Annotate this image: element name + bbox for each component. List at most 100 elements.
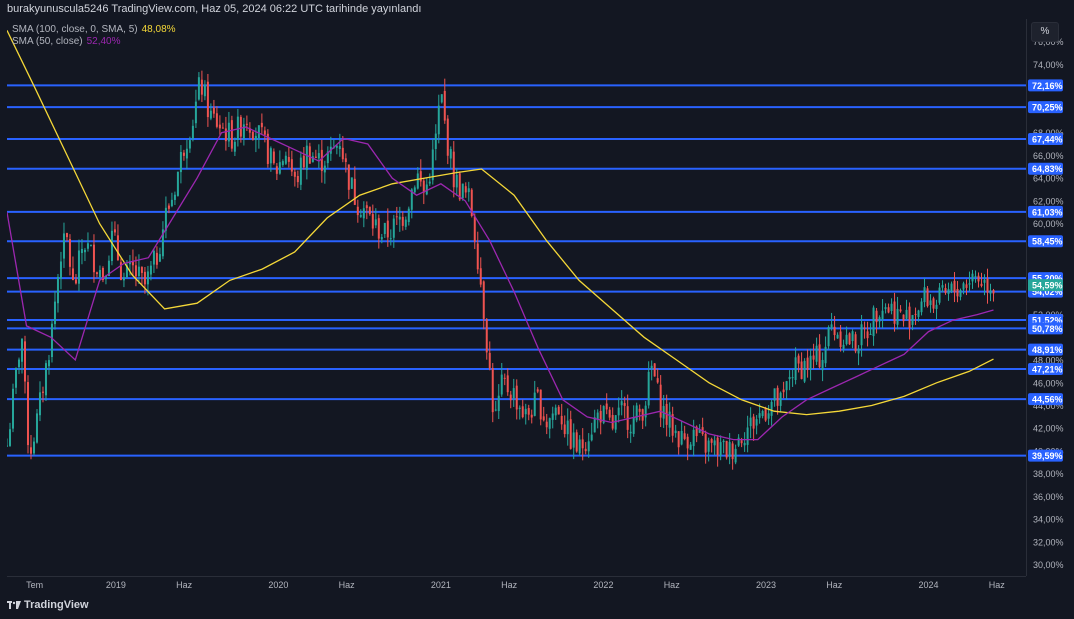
time-tick-label: Haz: [989, 580, 1006, 590]
candle-body: [875, 310, 878, 323]
candle-body: [326, 151, 329, 164]
candle-body: [119, 262, 122, 280]
candle-body: [260, 122, 263, 128]
candle-body: [791, 377, 794, 379]
candle-body: [812, 355, 815, 360]
candle-body: [695, 426, 698, 437]
candle-body: [494, 409, 497, 411]
candle-body: [392, 218, 395, 238]
candle-body: [344, 158, 347, 162]
candle-body: [764, 408, 767, 421]
candle-body: [296, 175, 299, 183]
candle-body: [89, 244, 92, 246]
candle-body: [971, 273, 974, 282]
candle-body: [587, 441, 590, 452]
candle-body: [239, 116, 242, 137]
candle-body: [851, 331, 854, 342]
candle-body: [893, 301, 896, 324]
candlestick-chart[interactable]: [6, 19, 1026, 576]
candle-body: [194, 101, 197, 124]
tradingview-footer[interactable]: TradingView: [7, 599, 89, 611]
level-label-badge: [1028, 79, 1063, 92]
candle-body: [929, 300, 932, 306]
candle-body: [845, 334, 848, 345]
candle-body: [188, 140, 191, 149]
candle-body: [461, 183, 464, 199]
candle-body: [350, 177, 353, 189]
candle-body: [473, 216, 476, 242]
candle-body: [176, 171, 179, 196]
candle-body: [95, 272, 98, 275]
time-tick-label: Haz: [826, 580, 843, 590]
candle-body: [983, 279, 986, 283]
candle-body: [434, 133, 437, 150]
candle-body: [143, 271, 146, 285]
candle-body: [269, 148, 272, 164]
candle-body: [917, 310, 920, 317]
price-tick-label: 42,00%: [1033, 424, 1064, 434]
candle-body: [518, 407, 521, 410]
level-label: 55,20%: [1032, 274, 1063, 284]
candle-body: [275, 166, 278, 174]
candle-body: [146, 271, 149, 285]
candle-body: [314, 156, 317, 158]
candle-body: [134, 265, 137, 277]
price-tick-label: 32,00%: [1033, 537, 1064, 547]
candle-body: [578, 439, 581, 454]
candle-body: [161, 229, 164, 257]
candle-body: [902, 314, 905, 322]
percent-scale-button[interactable]: %: [1031, 22, 1059, 42]
time-tick-label: 2023: [756, 580, 776, 590]
candle-body: [101, 267, 104, 281]
candle-body: [485, 319, 488, 353]
chart-plot-area[interactable]: [6, 19, 1026, 576]
candle-body: [803, 360, 806, 382]
candle-body: [14, 368, 17, 388]
candle-body: [890, 303, 893, 312]
candle-body: [629, 431, 632, 434]
candle-body: [839, 331, 842, 347]
level-label-badge: [1028, 133, 1063, 146]
candle-body: [884, 307, 887, 310]
candle-body: [689, 444, 692, 450]
candle-body: [809, 355, 812, 369]
candle-body: [317, 153, 320, 159]
candle-body: [416, 173, 419, 189]
sma50-line[interactable]: [6, 126, 994, 441]
candle-body: [941, 285, 944, 288]
candle-body: [20, 338, 23, 362]
candle-body: [128, 261, 131, 265]
candle-body: [536, 389, 539, 392]
time-axis[interactable]: Tem 2019 Haz 2020 Haz 2021 Haz 2022 Haz 2023 Haz 20…: [7, 577, 1026, 593]
candle-body: [272, 151, 275, 164]
candle-body: [155, 252, 158, 265]
candle-body: [248, 128, 251, 133]
level-label-badge: [1028, 235, 1063, 248]
candle-body: [182, 152, 185, 156]
legend-sma100[interactable]: SMA (100, close, 0, SMA, 5) 48,08%: [12, 24, 176, 36]
legend-sma50[interactable]: SMA (50, close) 52,40%: [12, 36, 176, 48]
price-axis[interactable]: 30,00%32,00%34,00%36,00%38,00%40,00%42,0…: [1027, 19, 1074, 576]
candle-body: [785, 381, 788, 391]
sma100-line[interactable]: [6, 30, 994, 416]
level-label: 70,25%: [1032, 103, 1063, 113]
candle-body: [266, 133, 269, 164]
level-label: 61,03%: [1032, 207, 1063, 217]
candle-body: [110, 230, 113, 262]
candle-body: [596, 412, 599, 420]
level-label: 58,45%: [1032, 237, 1063, 247]
candle-body: [86, 243, 89, 249]
price-tick-label: 36,00%: [1033, 492, 1064, 502]
candle-body: [407, 208, 410, 223]
candle-body: [206, 81, 209, 118]
candle-body: [722, 440, 725, 443]
level-label-badge: [1028, 393, 1063, 406]
candle-body: [92, 244, 95, 273]
candle-body: [32, 441, 35, 454]
candle-body: [230, 120, 233, 149]
level-label-badge: [1028, 343, 1063, 356]
candle-body: [590, 434, 593, 441]
candle-body: [227, 122, 230, 142]
candle-body: [935, 304, 938, 309]
level-label-badge: [1028, 322, 1063, 335]
